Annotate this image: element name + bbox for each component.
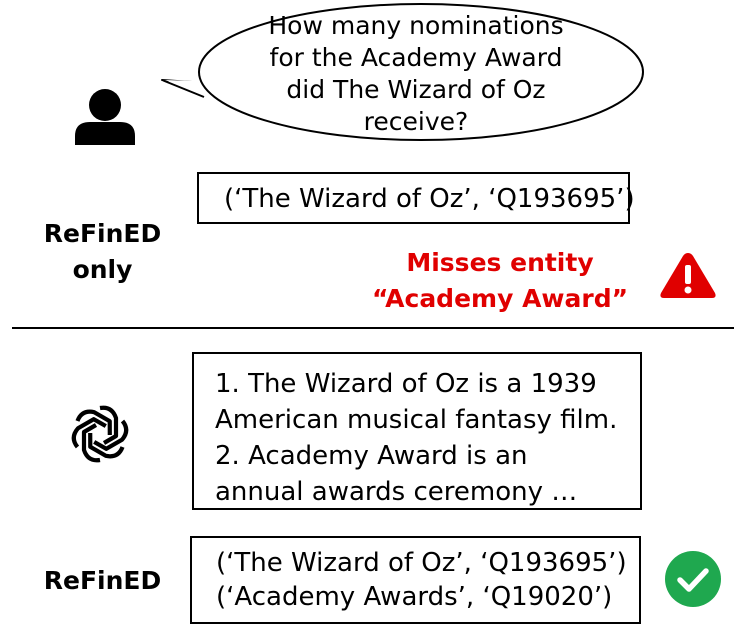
speech-bubble xyxy=(161,3,644,141)
question-line: did The Wizard of Oz xyxy=(286,75,546,104)
refined-output-line: (‘Academy Awards’, ‘Q19020’) xyxy=(216,582,613,612)
label-line: only xyxy=(72,255,133,284)
refined-only-label: ReFinED only xyxy=(20,216,185,288)
warning-line: Misses entity xyxy=(406,248,594,277)
context-line: 2. Academy Award is an xyxy=(215,441,528,471)
warning-line: “Academy Award” xyxy=(371,284,629,313)
question-text: How many nominations for the Academy Awa… xyxy=(236,10,596,138)
refined-output-box: (‘The Wizard of Oz’, ‘Q193695’) (‘Academ… xyxy=(190,536,641,624)
llm-context-box: 1. The Wizard of Oz is a 1939 American m… xyxy=(192,352,642,510)
context-line: 1. The Wizard of Oz is a 1939 xyxy=(215,369,597,399)
context-line: American musical fantasy film. xyxy=(215,405,618,435)
missing-entity-warning: Misses entity “Academy Award” xyxy=(340,245,660,317)
refined-label: ReFinED xyxy=(43,566,162,595)
section-divider xyxy=(12,327,734,329)
refined-output-line: (‘The Wizard of Oz’, ‘Q193695’) xyxy=(216,548,627,578)
label-line: ReFinED xyxy=(43,219,162,248)
warning-icon xyxy=(660,253,716,298)
question-line: for the Academy Award xyxy=(269,43,563,72)
refined-only-output-box: (‘The Wizard of Oz’, ‘Q193695’) xyxy=(197,172,635,224)
question-line: receive? xyxy=(363,107,469,136)
check-circle-icon xyxy=(665,551,721,607)
context-line: annual awards ceremony … xyxy=(215,477,578,507)
openai-logo-icon xyxy=(71,405,129,463)
question-line: How many nominations xyxy=(268,11,564,40)
user-icon xyxy=(75,89,135,145)
refined-only-output-text: (‘The Wizard of Oz’, ‘Q193695’) xyxy=(224,184,635,214)
